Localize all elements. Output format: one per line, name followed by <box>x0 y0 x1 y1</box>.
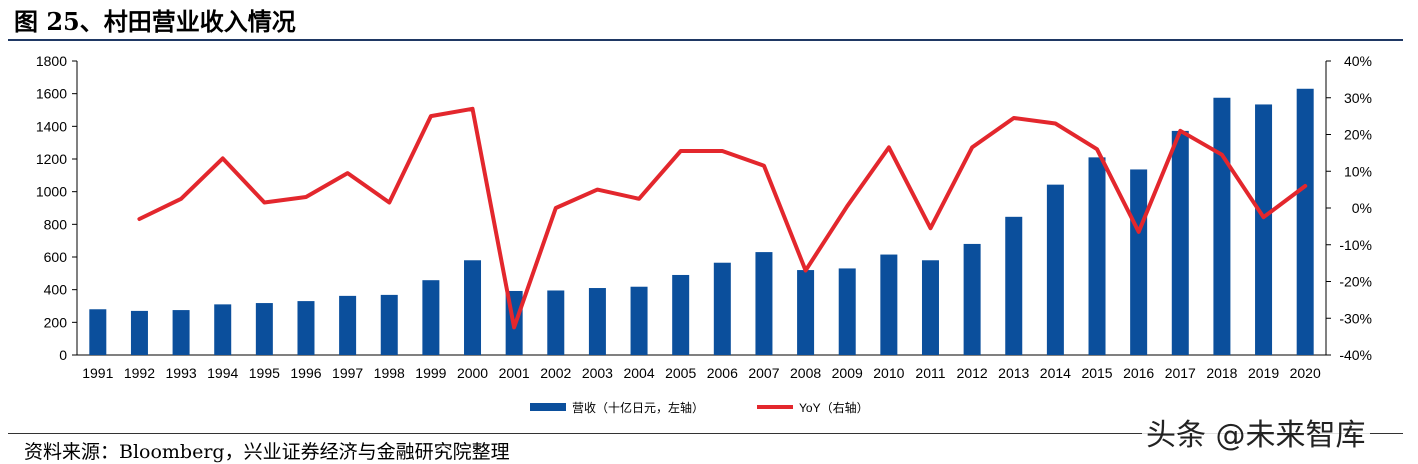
right-tick-label: -30% <box>1339 310 1372 326</box>
revenue-bar <box>713 262 731 355</box>
x-tick-label: 2011 <box>915 365 945 381</box>
right-tick-label: 30% <box>1344 90 1372 106</box>
revenue-bar <box>880 254 898 355</box>
left-tick-label: 1400 <box>36 118 67 134</box>
figure-title: 图 25、村田营业收入情况 <box>14 7 296 36</box>
x-tick-label: 2012 <box>957 365 988 381</box>
right-tick-label: 0% <box>1352 200 1372 216</box>
x-tick-label: 2014 <box>1040 365 1071 381</box>
legend-swatch-revenue <box>530 403 566 411</box>
left-tick-label: 400 <box>44 282 68 298</box>
yoy-line <box>137 106 1308 330</box>
left-tick-label: 200 <box>44 314 68 330</box>
chart: 0 200 400 600 800 1000 1200 1400 1600 1800 -40% -30… <box>36 53 1372 415</box>
x-tick-label: 2003 <box>582 365 613 381</box>
right-tick-label: 10% <box>1344 163 1372 179</box>
right-tick-label: -40% <box>1339 347 1372 363</box>
revenue-bar <box>464 260 482 355</box>
x-tick-label: 1995 <box>249 365 280 381</box>
x-tick-label: 1991 <box>82 365 113 381</box>
revenue-bar <box>1171 130 1189 355</box>
revenue-bar <box>755 252 773 355</box>
revenue-bar <box>1088 157 1106 355</box>
revenue-bar <box>838 268 856 355</box>
revenue-bar <box>1255 104 1273 356</box>
watermark: 头条 @未来智库 <box>1142 410 1370 454</box>
x-tick-label: 2013 <box>998 365 1029 381</box>
revenue-bar <box>297 301 315 355</box>
revenue-bar <box>339 295 357 355</box>
source-note: 资料来源：Bloomberg，兴业证券经济与金融研究院整理 <box>24 441 510 463</box>
left-tick-label: 1600 <box>36 86 67 102</box>
x-tick-label: 2010 <box>873 365 904 381</box>
revenue-bar <box>588 288 606 355</box>
legend-label-yoy: YoY（右轴） <box>799 400 869 415</box>
revenue-bar <box>1005 216 1023 355</box>
revenue-bar <box>380 294 398 355</box>
right-tick-label: -10% <box>1339 237 1372 253</box>
revenue-bar <box>963 243 981 355</box>
left-tick-label: 1000 <box>36 184 67 200</box>
right-tick-label: 40% <box>1344 53 1372 69</box>
revenue-bar <box>214 304 232 355</box>
x-tick-label: 2020 <box>1290 365 1321 381</box>
x-tick-label: 1997 <box>332 365 363 381</box>
revenue-bar <box>1130 169 1148 355</box>
x-tick-label: 2018 <box>1206 365 1237 381</box>
x-tick-label: 2001 <box>499 365 530 381</box>
revenue-bar <box>1046 184 1064 355</box>
x-tick-label: 1992 <box>124 365 155 381</box>
x-tick-label: 2015 <box>1081 365 1112 381</box>
x-tick-label: 1999 <box>415 365 446 381</box>
legend-label-revenue: 营收（十亿日元，左轴） <box>572 400 704 415</box>
revenue-bar <box>172 310 190 355</box>
revenue-bar <box>89 309 107 355</box>
x-tick-label: 1998 <box>374 365 405 381</box>
x-tick-label: 2019 <box>1248 365 1279 381</box>
x-tick-label: 2005 <box>665 365 696 381</box>
revenue-bar <box>630 286 648 355</box>
x-tick-label: 2000 <box>457 365 488 381</box>
revenue-bar <box>255 303 273 355</box>
right-tick-label: 20% <box>1344 127 1372 143</box>
x-tick-label: 2007 <box>748 365 779 381</box>
revenue-bar <box>130 310 148 355</box>
x-tick-label: 2004 <box>623 365 654 381</box>
x-tick-label: 2006 <box>707 365 738 381</box>
source-rule <box>8 433 1403 434</box>
x-tick-label: 2008 <box>790 365 821 381</box>
left-tick-label: 0 <box>59 347 67 363</box>
revenue-bar <box>672 274 690 355</box>
x-tick-label: 2017 <box>1165 365 1196 381</box>
right-tick-label: -20% <box>1339 274 1372 290</box>
title-rule <box>8 39 1403 41</box>
revenue-bar <box>422 280 440 355</box>
revenue-bar <box>1296 88 1314 356</box>
left-tick-label: 1200 <box>36 151 67 167</box>
x-tick-label: 2002 <box>540 365 571 381</box>
x-tick-label: 2016 <box>1123 365 1154 381</box>
revenue-bar <box>797 270 815 355</box>
left-tick-label: 1800 <box>36 53 67 69</box>
left-tick-label: 600 <box>44 249 68 265</box>
x-tick-label: 1993 <box>166 365 197 381</box>
x-tick-label: 2009 <box>832 365 863 381</box>
revenue-bar <box>547 290 565 355</box>
x-tick-label: 1994 <box>207 365 238 381</box>
x-tick-label: 1996 <box>290 365 321 381</box>
left-tick-label: 800 <box>44 216 68 232</box>
revenue-bar <box>921 260 939 355</box>
revenue-bar <box>1213 97 1231 355</box>
